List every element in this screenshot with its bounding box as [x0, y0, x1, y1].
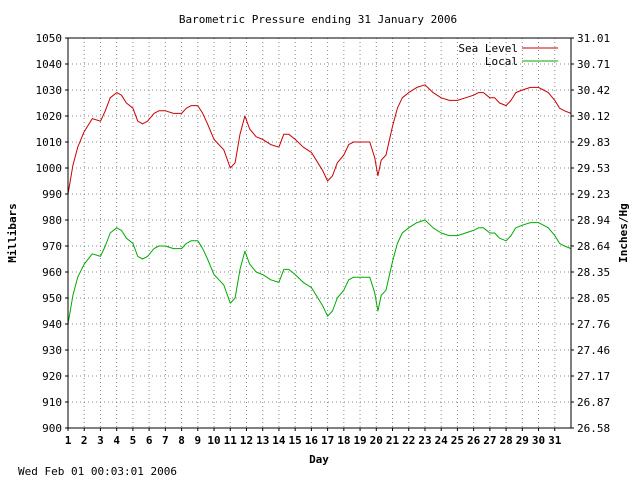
y-tick-label-right: 29.23: [577, 188, 610, 201]
y-tick-label-left: 950: [42, 292, 62, 305]
x-tick-label: 20: [370, 434, 383, 447]
x-tick-label: 12: [240, 434, 253, 447]
legend-label-sea-level: Sea Level: [458, 42, 518, 55]
x-tick-label: 2: [81, 434, 88, 447]
y-tick-label-left: 1050: [36, 32, 63, 45]
y-tick-label-left: 990: [42, 188, 62, 201]
x-tick-label: 27: [483, 434, 496, 447]
y-tick-label-right: 27.76: [577, 318, 610, 331]
x-tick-label: 28: [499, 434, 512, 447]
y-tick-label-right: 28.64: [577, 240, 610, 253]
x-tick-label: 1: [65, 434, 72, 447]
y-tick-label-right: 27.46: [577, 344, 610, 357]
chart-title: Barometric Pressure ending 31 January 20…: [179, 13, 457, 26]
y-tick-label-left: 980: [42, 214, 62, 227]
x-tick-label: 22: [402, 434, 415, 447]
y-tick-label-right: 27.17: [577, 370, 610, 383]
x-tick-label: 21: [386, 434, 400, 447]
y-axis-right-ticks: 26.58 26.87 27.17 27.46 27.76 28.05 28.35 28.64…: [571, 32, 610, 435]
x-tick-label: 24: [435, 434, 449, 447]
y-tick-label-left: 1040: [36, 58, 63, 71]
y-tick-label-right: 26.58: [577, 422, 610, 435]
x-tick-label: 7: [162, 434, 169, 447]
y-tick-label-left: 1020: [36, 110, 63, 123]
y-tick-label-right: 29.83: [577, 136, 610, 149]
x-tick-label: 31: [548, 434, 562, 447]
y-tick-label-left: 940: [42, 318, 62, 331]
y-tick-label-left: 900: [42, 422, 62, 435]
series-layer: [67, 84, 572, 325]
y-tick-label-right: 30.12: [577, 110, 610, 123]
y-tick-label-right: 28.35: [577, 266, 610, 279]
y-tick-label-left: 1000: [36, 162, 63, 175]
y-tick-label-right: 28.05: [577, 292, 610, 305]
y-tick-label-right: 30.71: [577, 58, 610, 71]
x-tick-label: 6: [146, 434, 153, 447]
x-tick-label: 19: [353, 434, 366, 447]
plot-area: [68, 38, 571, 428]
y-tick-label-left: 1010: [36, 136, 63, 149]
y-tick-label-left: 910: [42, 396, 62, 409]
x-tick-label: 30: [532, 434, 545, 447]
x-tick-label: 5: [130, 434, 137, 447]
y-tick-label-left: 970: [42, 240, 62, 253]
y-tick-label-left: 920: [42, 370, 62, 383]
x-tick-label: 10: [207, 434, 220, 447]
x-axis-ticks: 1 2 3 4 5 6 7 8 9 10 11 12 13 14 15 16 17 18 19 20 21 22 23 24 2…: [65, 428, 562, 447]
x-tick-label: 29: [516, 434, 529, 447]
series-line-local: [67, 219, 572, 325]
x-tick-label: 18: [337, 434, 350, 447]
timestamp-footer: Wed Feb 01 00:03:01 2006: [18, 465, 177, 478]
y-axis-left-ticks: 900 910 920 930 940 950 960 970 980 990 1000 1010 10…: [36, 32, 68, 435]
x-tick-label: 25: [451, 434, 464, 447]
x-tick-label: 16: [305, 434, 319, 447]
x-tick-label: 11: [224, 434, 238, 447]
y-tick-label-right: 26.87: [577, 396, 610, 409]
x-tick-label: 13: [256, 434, 269, 447]
x-tick-label: 4: [113, 434, 120, 447]
legend-label-local: Local: [485, 55, 518, 68]
x-tick-label: 17: [321, 434, 334, 447]
plot-frame: [67, 37, 572, 429]
x-tick-label: 14: [272, 434, 286, 447]
y-tick-label-right: 28.94: [577, 214, 610, 227]
y-tick-label-left: 930: [42, 344, 62, 357]
x-tick-label: 9: [194, 434, 201, 447]
x-tick-label: 26: [467, 434, 481, 447]
x-tick-label: 15: [289, 434, 302, 447]
series-line-sea-level: [67, 84, 572, 195]
y-axis-right-label: Inches/Hg: [617, 203, 630, 263]
y-axis-left-label: Millibars: [6, 203, 19, 263]
y-tick-label-right: 29.53: [577, 162, 610, 175]
y-tick-label-right: 30.42: [577, 84, 610, 97]
x-tick-label: 23: [418, 434, 431, 447]
x-axis-label: Day: [309, 453, 329, 466]
y-tick-label-left: 1030: [36, 84, 63, 97]
x-tick-label: 3: [97, 434, 104, 447]
y-tick-label-left: 960: [42, 266, 62, 279]
y-tick-label-right: 31.01: [577, 32, 610, 45]
x-tick-label: 8: [178, 434, 185, 447]
grid-lines: [68, 38, 571, 428]
legend: Sea Level Local: [458, 42, 558, 68]
